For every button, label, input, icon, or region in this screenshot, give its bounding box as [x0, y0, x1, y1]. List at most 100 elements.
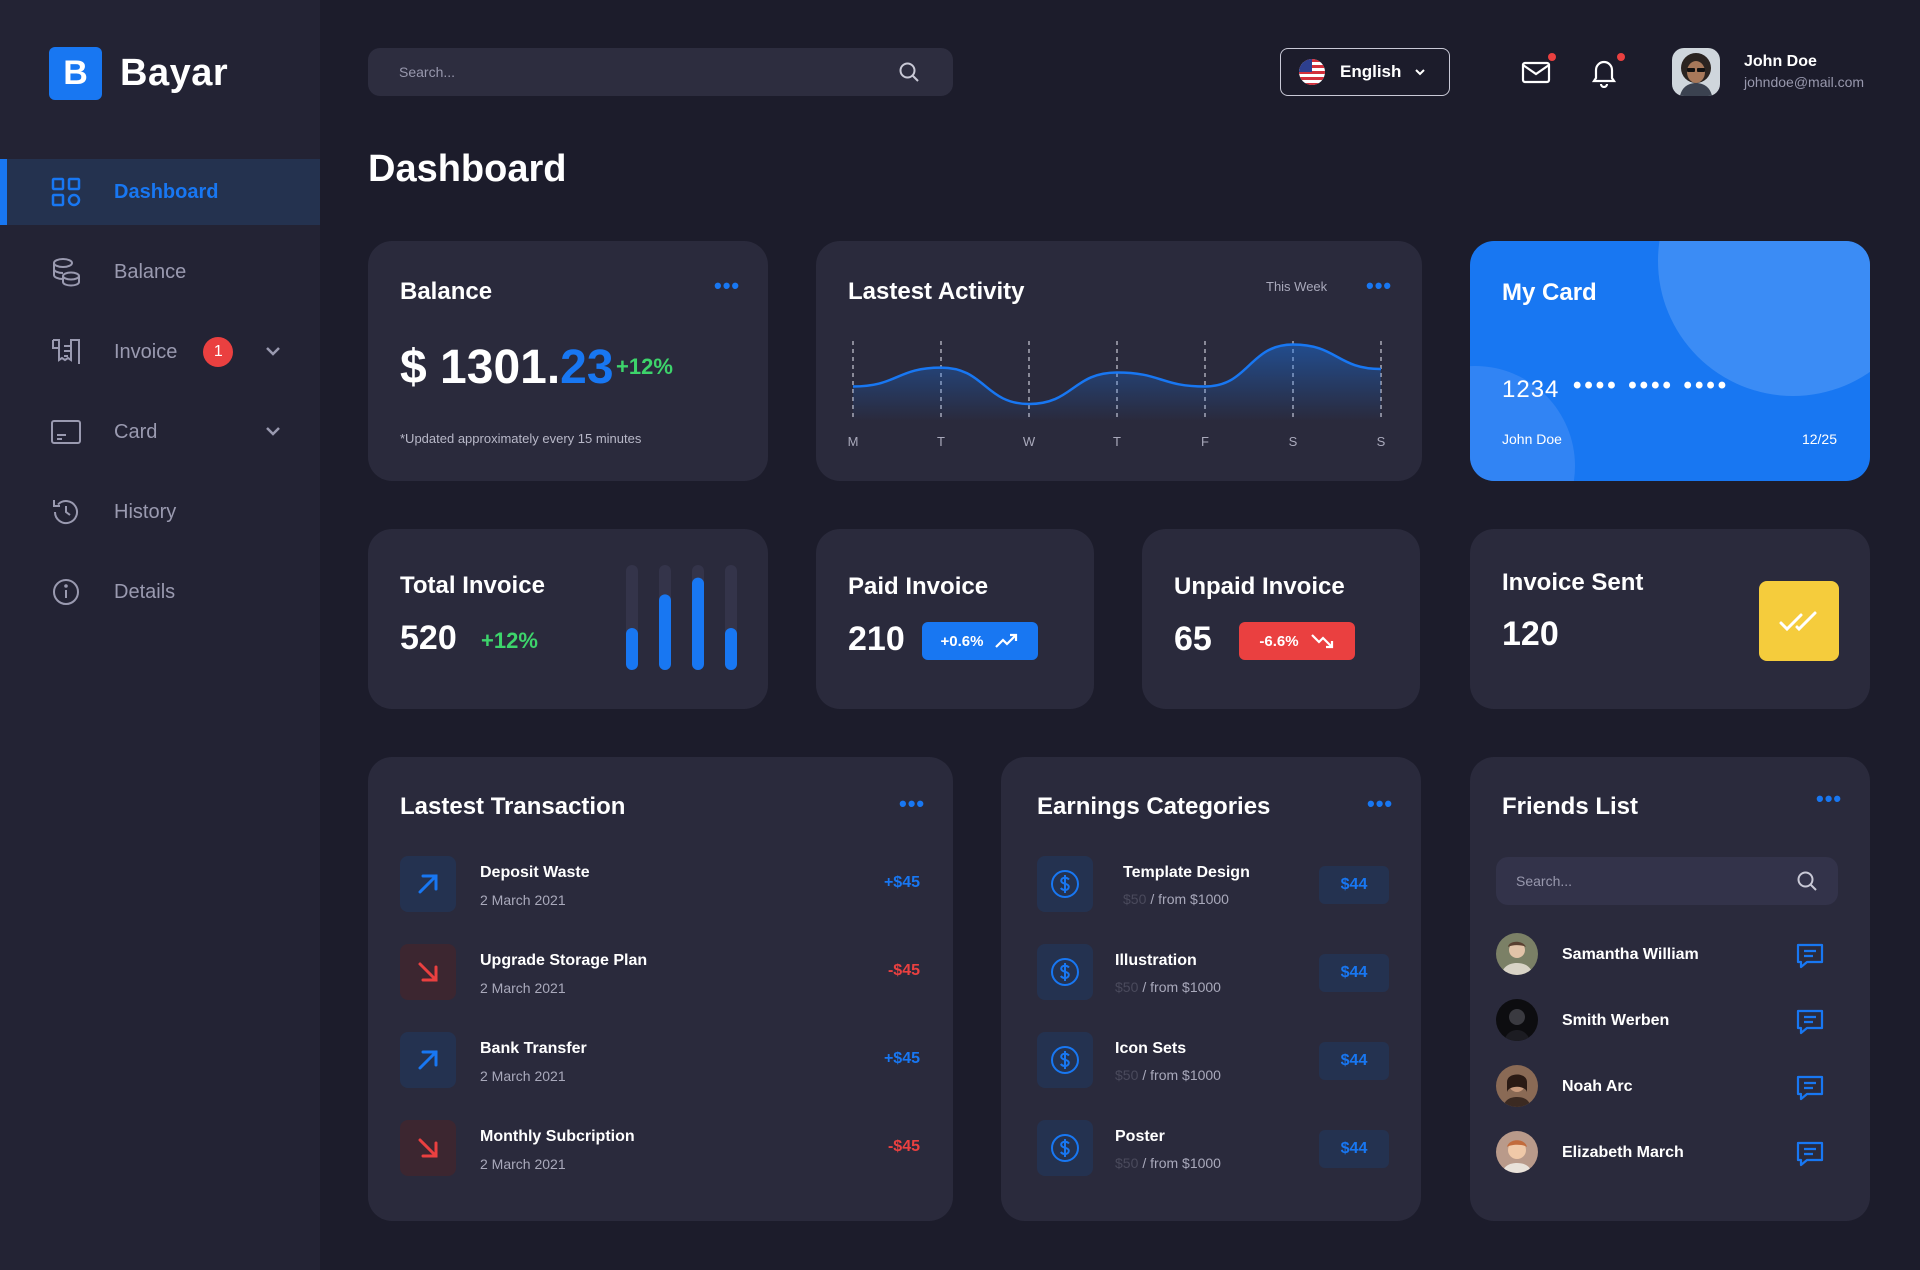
search-input[interactable] — [399, 64, 879, 80]
category-amount-badge: $44 — [1319, 866, 1389, 904]
brand-name: Bayar — [120, 52, 229, 94]
user-name: John Doe — [1744, 53, 1817, 70]
card-icon — [50, 416, 82, 448]
sidebar-item-card[interactable]: Card — [0, 399, 320, 465]
dollar-icon — [1037, 944, 1093, 1000]
friend-row[interactable]: Samantha William — [1496, 933, 1838, 977]
friend-avatar — [1496, 1131, 1538, 1173]
trend-up-icon — [995, 633, 1018, 648]
category-target: / from $1000 — [1142, 979, 1221, 995]
bell-icon[interactable] — [1588, 56, 1620, 88]
card-number-mask: •••• •••• •••• — [1573, 372, 1730, 399]
category-target: / from $1000 — [1142, 1155, 1221, 1171]
sidebar-item-label: Card — [114, 420, 158, 443]
friend-name: Smith Werben — [1562, 1012, 1670, 1029]
double-check-icon — [1759, 581, 1839, 661]
chevron-down-icon[interactable] — [262, 420, 284, 442]
balance-amount: $ 1301.23 — [400, 340, 614, 395]
sidebar-item-label: Invoice — [114, 340, 178, 363]
friends-search-input[interactable] — [1516, 873, 1776, 889]
transaction-row[interactable]: Upgrade Storage Plan 2 March 2021 -$45 — [400, 944, 920, 1000]
unpaid-invoice-card: Unpaid Invoice 65 -6.6% — [1142, 529, 1420, 709]
invoice-icon — [50, 336, 82, 368]
dollar-icon — [1037, 1120, 1093, 1176]
chat-icon[interactable] — [1794, 1138, 1826, 1170]
earnings-row[interactable]: Template Design $50/ from $1000 $44 — [1037, 856, 1389, 912]
sidebar-item-invoice[interactable]: Invoice 1 — [0, 319, 320, 385]
earnings-row[interactable]: Icon Sets $50/ from $1000 $44 — [1037, 1032, 1389, 1088]
transaction-amount: +$45 — [883, 874, 920, 891]
friends-title: Friends List — [1502, 793, 1639, 820]
brand-logo[interactable]: B Bayar — [49, 47, 228, 100]
friend-avatar — [1496, 999, 1538, 1041]
dollar-icon — [1037, 1032, 1093, 1088]
invoice-bar — [659, 594, 671, 670]
transaction-name: Bank Transfer — [480, 1040, 587, 1057]
transaction-date: 2 March 2021 — [480, 980, 566, 996]
chat-icon[interactable] — [1794, 940, 1826, 972]
transaction-name: Monthly Subcription — [480, 1128, 635, 1145]
more-icon[interactable]: ••• — [714, 273, 741, 298]
invoice-sent-card: Invoice Sent 120 — [1470, 529, 1870, 709]
sidebar-item-label: Balance — [114, 260, 187, 283]
sidebar-item-details[interactable]: Details — [0, 559, 320, 625]
sidebar: B Bayar Dashboard Balance — [0, 0, 320, 1270]
category-amount-badge: $44 — [1319, 954, 1389, 992]
total-invoice-card: Total Invoice 520 +12% — [368, 529, 768, 709]
earnings-title: Earnings Categories — [1037, 793, 1271, 820]
balance-whole: 1301. — [440, 341, 561, 394]
invoice-bar — [626, 628, 638, 670]
dashboard-grid-icon — [50, 176, 82, 208]
sidebar-item-balance[interactable]: Balance — [0, 239, 320, 305]
chevron-down-icon — [1415, 69, 1425, 76]
user-avatar[interactable] — [1672, 48, 1720, 96]
transaction-date: 2 March 2021 — [480, 1068, 566, 1084]
sidebar-item-history[interactable]: History — [0, 479, 320, 545]
transaction-row[interactable]: Monthly Subcription 2 March 2021 -$45 — [400, 1120, 920, 1176]
sidebar-item-label: History — [114, 500, 177, 523]
category-target: / from $1000 — [1142, 1067, 1221, 1083]
friend-row[interactable]: Elizabeth March — [1496, 1131, 1838, 1175]
unpaid-invoice-value: 65 — [1174, 620, 1212, 658]
more-icon[interactable]: ••• — [899, 791, 926, 816]
notification-badge: 1 — [203, 337, 234, 367]
search-bar — [368, 48, 953, 96]
my-card[interactable]: My Card 1234 •••• •••• •••• John Doe 12/… — [1470, 241, 1870, 481]
activity-title: Lastest Activity — [848, 278, 1025, 305]
period-selector[interactable]: This Week — [1266, 279, 1328, 294]
info-icon — [50, 576, 82, 608]
category-progress: $50/ from $1000 — [1123, 891, 1229, 907]
friend-name: Noah Arc — [1562, 1078, 1633, 1095]
total-invoice-title: Total Invoice — [400, 572, 545, 599]
transaction-amount: -$45 — [887, 1138, 920, 1155]
category-name: Icon Sets — [1115, 1040, 1187, 1057]
earnings-row[interactable]: Illustration $50/ from $1000 $44 — [1037, 944, 1389, 1000]
activity-day-label: F — [1201, 434, 1209, 449]
friend-row[interactable]: Smith Werben — [1496, 999, 1838, 1043]
invoice-sent-title: Invoice Sent — [1502, 569, 1644, 596]
invoice-bar — [725, 628, 737, 670]
balance-title: Balance — [400, 278, 493, 305]
language-select[interactable]: English — [1280, 48, 1450, 96]
balance-card: Balance ••• $ 1301.23 +12% *Updated appr… — [368, 241, 768, 481]
chat-icon[interactable] — [1794, 1006, 1826, 1038]
arrow-up-right-icon — [400, 856, 456, 912]
more-icon[interactable]: ••• — [1816, 786, 1843, 811]
more-icon[interactable]: ••• — [1367, 791, 1394, 816]
friend-row[interactable]: Noah Arc — [1496, 1065, 1838, 1109]
search-icon[interactable] — [898, 61, 920, 83]
chat-icon[interactable] — [1794, 1072, 1826, 1104]
transaction-row[interactable]: Deposit Waste 2 March 2021 +$45 — [400, 856, 920, 912]
transaction-row[interactable]: Bank Transfer 2 March 2021 +$45 — [400, 1032, 920, 1088]
search-icon[interactable] — [1796, 870, 1818, 892]
sidebar-item-dashboard[interactable]: Dashboard — [0, 159, 320, 225]
balance-change: +12% — [616, 354, 673, 379]
chevron-down-icon[interactable] — [262, 340, 284, 362]
balance-cents: 23 — [560, 341, 614, 394]
earnings-row[interactable]: Poster $50/ from $1000 $44 — [1037, 1120, 1389, 1176]
category-earned: $50 — [1123, 891, 1147, 907]
friend-name: Elizabeth March — [1562, 1144, 1684, 1161]
mail-icon[interactable] — [1520, 56, 1552, 88]
category-progress: $50/ from $1000 — [1115, 979, 1221, 995]
invoice-bar-chart — [626, 565, 737, 670]
